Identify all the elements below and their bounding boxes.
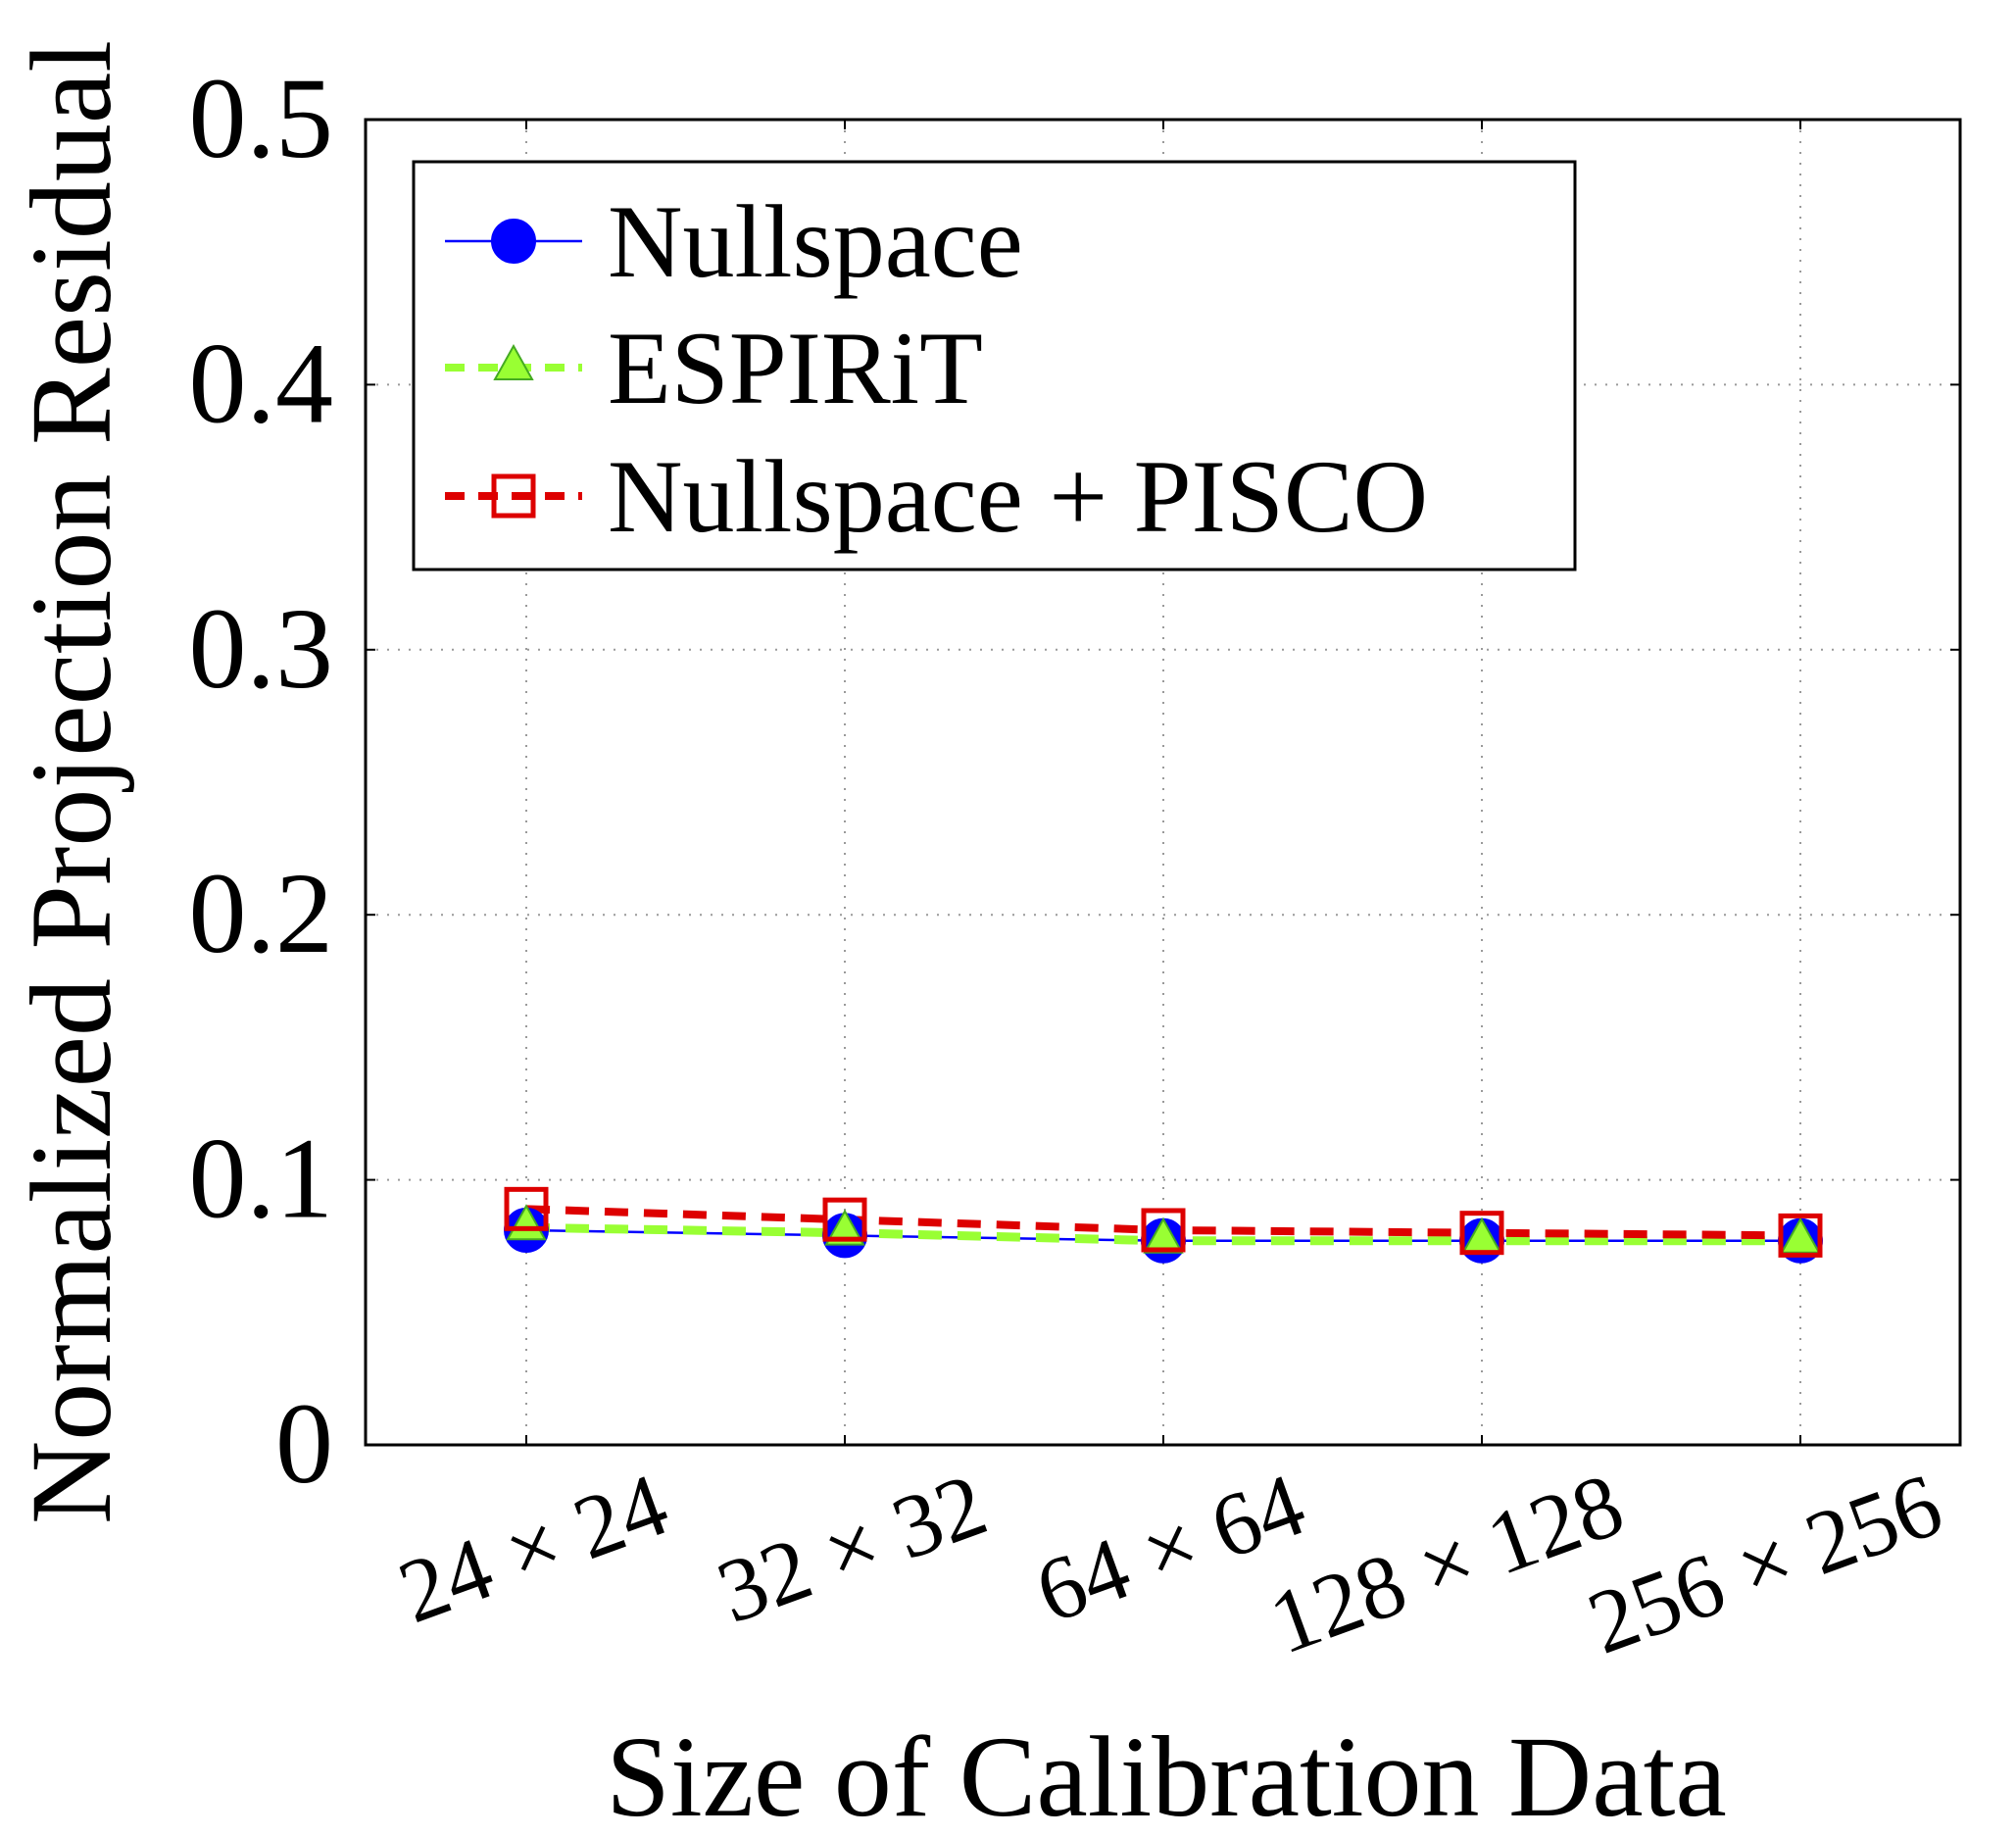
y-tick-label: 0.3: [189, 584, 334, 713]
series-markers: [504, 1186, 1823, 1258]
data-point-square: [822, 1197, 867, 1242]
data-point-square: [504, 1186, 549, 1231]
legend-entry: Nullspace: [445, 184, 1023, 299]
y-tick-label: 0: [275, 1379, 333, 1508]
y-tick-label: 0.2: [189, 849, 334, 977]
legend-label: Nullspace + PISCO: [608, 439, 1428, 554]
y-tick-label: 0.5: [189, 54, 334, 182]
y-tick-label: 0.4: [189, 319, 334, 447]
y-axis-title: Normalized Projection Residual: [7, 40, 135, 1524]
x-tick-label: 32 × 32: [705, 1454, 999, 1642]
legend-label: ESPIRiT: [608, 311, 983, 425]
x-tick-label: 24 × 24: [386, 1454, 680, 1642]
legend-box: [412, 160, 1577, 571]
series-markers: [506, 1204, 1821, 1254]
legend-label: Nullspace: [608, 184, 1023, 299]
data-point-triangle: [1143, 1216, 1184, 1254]
legend-entry: Nullspace + PISCO: [445, 439, 1428, 554]
series-group: [504, 1186, 1823, 1264]
y-axis-ticks: 0 0.1 0.2 0.3 0.4 0.5: [189, 54, 1960, 1508]
legend: Nullspace ESPIRiT Nullspace + PISCO: [412, 160, 1577, 571]
data-point-triangle: [1780, 1216, 1821, 1254]
data-point-square: [1459, 1211, 1504, 1256]
x-tick-label: 256 × 256: [1576, 1454, 1954, 1673]
data-point-triangle: [493, 343, 534, 380]
x-axis-title: Size of Calibration Data: [606, 1713, 1727, 1837]
legend-entry: ESPIRiT: [445, 311, 983, 425]
data-point-circle: [491, 219, 536, 264]
x-tick-label: 128 × 128: [1257, 1454, 1636, 1673]
y-tick-label: 0.1: [189, 1115, 334, 1243]
data-point-triangle: [824, 1209, 865, 1246]
data-point-square: [1141, 1208, 1186, 1253]
data-point-square: [1778, 1213, 1823, 1258]
data-point-square: [491, 473, 536, 519]
